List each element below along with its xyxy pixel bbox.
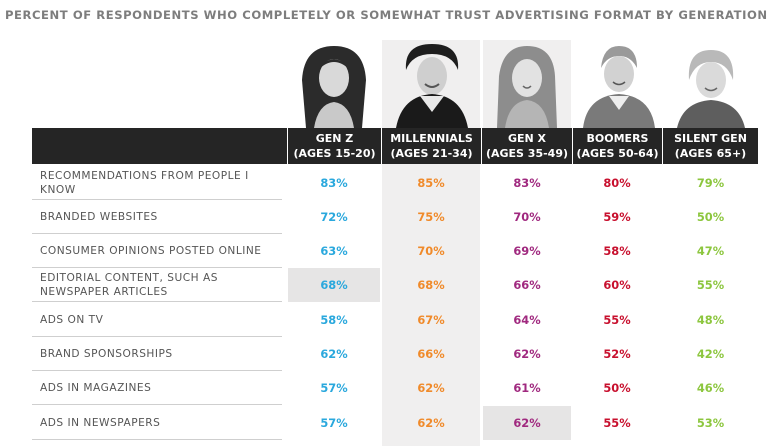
value-cell-silent-gen: 55% [696,278,725,292]
header-gen-z-ages: (AGES 15-20) [293,147,376,160]
highlight-cell-genx-newspapers [483,406,571,440]
value-cell-boomers: 59% [603,210,631,224]
row-label: EDITORIAL CONTENT, SUCH AS NEWSPAPER ART… [40,272,218,298]
value-cell-silent-gen: 50% [696,210,725,224]
value-cell-silent-gen: 53% [696,416,725,430]
photo-millennials [382,40,480,128]
value-cell-silent-gen: 42% [696,347,725,361]
value-cell-boomers: 55% [603,416,631,430]
value-cell-millennials: 68% [417,278,445,292]
row-label: ADS IN NEWSPAPERS [40,417,161,429]
value-cell-boomers: 50% [603,381,631,395]
table-header-bar [32,128,758,164]
value-cell-gen-x: 62% [513,416,541,430]
value-cell-boomers: 60% [603,278,631,292]
photo-gen-x [483,40,571,128]
header-separator [662,128,663,164]
header-boomers: BOOMERS (AGES 50-64) [573,128,662,164]
value-cell-gen-z: 58% [320,313,348,327]
header-separator [381,128,382,164]
row-label: ADS ON TV [40,314,104,326]
header-boomers-ages: (AGES 50-64) [576,147,659,160]
header-millennials-name: MILLENNIALS [390,132,473,145]
value-cell-silent-gen: 47% [696,244,725,258]
value-cell-gen-x: 62% [513,347,541,361]
value-cell-gen-z: 68% [320,278,348,292]
value-cell-gen-x: 70% [513,210,541,224]
row-divider [32,301,282,302]
row-divider [32,199,282,200]
value-cell-silent-gen: 46% [696,381,725,395]
value-cell-boomers: 52% [603,347,631,361]
header-silent-gen: SILENT GEN (AGES 65+) [663,128,758,164]
row-divider [32,404,282,405]
value-cell-gen-x: 66% [513,278,541,292]
value-cell-gen-z: 57% [320,381,348,395]
photo-silent-gen [663,40,758,128]
header-gen-x-ages: (AGES 35-49) [485,147,569,160]
value-cell-silent-gen: 79% [696,176,725,190]
value-cell-gen-z: 63% [320,244,348,258]
row-label: ADS IN MAGAZINES [40,382,152,394]
value-cell-gen-z: 57% [320,416,348,430]
value-cell-millennials: 62% [417,381,445,395]
header-separator [572,128,573,164]
row-label: BRAND SPONSORSHIPS [40,348,173,360]
header-gen-x-name: GEN X [507,132,547,145]
value-cell-boomers: 55% [603,313,631,327]
header-silent-gen-ages: (AGES 65+) [674,147,747,160]
value-cell-gen-z: 72% [320,210,348,224]
row-label: RECOMMENDATIONS FROM PEOPLE I KNOW [40,170,249,196]
header-gen-z-name: GEN Z [315,132,354,145]
row-divider [32,267,282,268]
chart-title: PERCENT OF RESPONDENTS WHO COMPLETELY OR… [5,8,768,22]
photo-boomers [573,40,661,128]
value-cell-gen-x: 69% [513,244,541,258]
value-cell-millennials: 66% [417,347,445,361]
value-cell-gen-z: 83% [320,176,348,190]
value-cell-millennials: 62% [417,416,445,430]
header-separator [287,128,288,164]
value-cell-boomers: 80% [603,176,631,190]
row-divider [32,336,282,337]
value-cell-millennials: 75% [417,210,445,224]
row-divider [32,439,282,440]
value-cell-silent-gen: 48% [696,313,725,327]
header-separator [481,128,482,164]
row-divider [32,370,282,371]
header-silent-gen-name: SILENT GEN [674,132,747,145]
row-label: BRANDED WEBSITES [40,211,158,223]
value-cell-millennials: 70% [417,244,445,258]
value-cell-millennials: 85% [417,176,445,190]
header-gen-z: GEN Z (AGES 15-20) [288,128,381,164]
photo-gen-z [288,40,380,128]
header-millennials-ages: (AGES 21-34) [390,147,473,160]
value-cell-boomers: 58% [603,244,631,258]
highlight-cell-genz-editorial [288,268,380,302]
value-cell-millennials: 67% [417,313,445,327]
value-cell-gen-x: 83% [513,176,541,190]
value-cell-gen-x: 64% [513,313,541,327]
header-boomers-name: BOOMERS [586,132,649,145]
row-label: CONSUMER OPINIONS POSTED ONLINE [40,245,262,257]
value-cell-gen-z: 62% [320,347,348,361]
value-cell-gen-x: 61% [513,381,541,395]
header-millennials: MILLENNIALS (AGES 21-34) [382,128,481,164]
header-gen-x: GEN X (AGES 35-49) [482,128,572,164]
row-divider [32,233,282,234]
